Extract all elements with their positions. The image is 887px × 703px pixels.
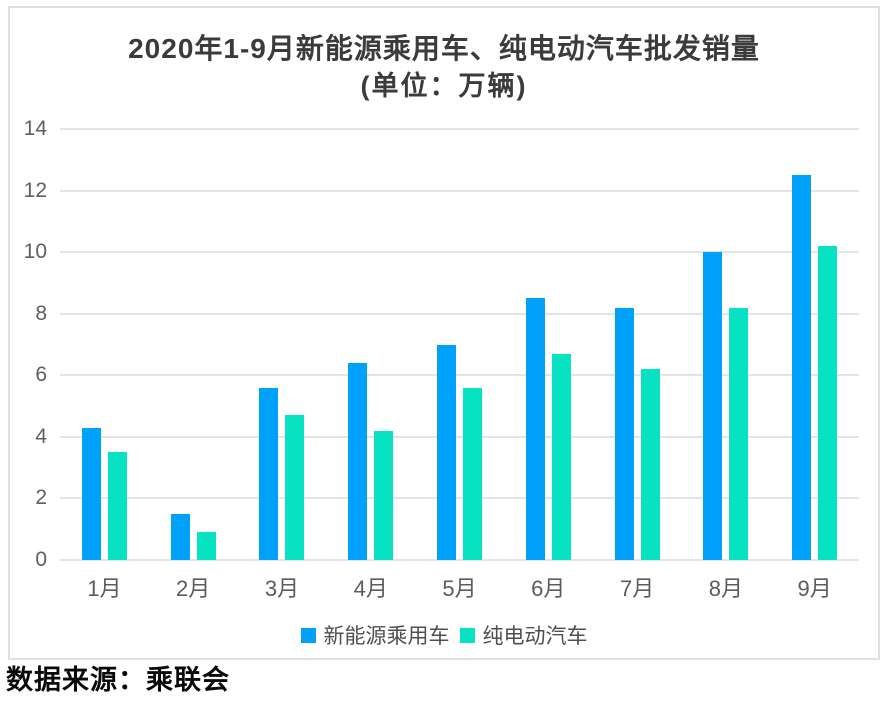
bar-series-1 — [640, 369, 660, 560]
bar-series-0 — [792, 175, 812, 560]
gridline — [60, 374, 859, 377]
gridline — [60, 189, 859, 192]
y-axis-label: 4 — [35, 424, 47, 448]
chart-subtitle: (单位：万辆) — [360, 71, 528, 101]
bar-group — [238, 129, 327, 560]
bar-series-1 — [374, 430, 394, 560]
y-axis-label: 0 — [35, 548, 47, 571]
x-axis-label: 8月 — [708, 576, 743, 601]
bar-groups — [60, 129, 859, 560]
plot-area: 1月 2月 3月 4月 5月 6月 7月 8月 9月 0 2 4 6 8 10 12 14 — [24, 117, 859, 601]
y-axis-label: 12 — [23, 178, 47, 202]
bar-series-0 — [259, 387, 279, 560]
legend-item: 新能源乘用车 — [300, 620, 450, 650]
x-axis-label: 3月 — [264, 576, 300, 601]
y-axis-label: 8 — [35, 301, 47, 325]
y-axis-label: 10 — [23, 240, 47, 264]
bar-group — [60, 129, 149, 560]
bar-group — [504, 129, 593, 560]
bar-series-0 — [81, 427, 101, 560]
bar-series-1 — [107, 452, 127, 560]
x-axis-label: 2月 — [176, 576, 211, 601]
bar-series-0 — [437, 344, 457, 560]
gridline — [60, 251, 859, 254]
bar-group — [326, 129, 415, 560]
gridline — [60, 559, 859, 561]
bar-group — [415, 129, 504, 560]
bar-series-1 — [551, 353, 571, 560]
x-axis-labels: 1月 2月 3月 4月 5月 6月 7月 8月 9月 — [60, 571, 859, 603]
gridline — [60, 312, 859, 315]
y-axis-label: 14 — [23, 117, 47, 140]
bar-series-1 — [729, 307, 749, 560]
bar-group — [770, 129, 859, 560]
bar-series-0 — [170, 513, 190, 560]
bar-group — [681, 129, 770, 560]
bar-series-0 — [348, 362, 368, 560]
bar-series-1 — [196, 532, 216, 560]
bar-series-1 — [818, 246, 838, 560]
bar-group — [593, 129, 682, 560]
bar-series-0 — [525, 298, 545, 560]
bar-series-0 — [703, 252, 723, 560]
x-axis-label: 9月 — [797, 576, 832, 601]
bar-series-1 — [463, 387, 483, 560]
gridline — [60, 128, 859, 130]
legend-item: 纯电动汽车 — [459, 620, 588, 650]
source-note: 数据来源：乘联会 — [6, 665, 230, 695]
gridline — [60, 497, 859, 500]
chart-card: 2020年1-9月新能源乘用车、纯电动汽车批发销量 (单位：万辆) 1月 2月 3月… — [8, 6, 880, 660]
x-axis-label: 4月 — [353, 576, 388, 601]
bar-series-1 — [285, 415, 305, 560]
x-axis-label: 7月 — [619, 576, 655, 601]
y-axis-label: 2 — [35, 486, 47, 510]
legend-label: 纯电动汽车 — [482, 625, 588, 648]
chart-title: 2020年1-9月新能源乘用车、纯电动汽车批发销量 — [128, 33, 760, 64]
x-axis-label: 5月 — [442, 576, 477, 601]
x-axis-label: 6月 — [531, 576, 566, 601]
legend-swatch-icon — [459, 627, 475, 643]
y-axis-label: 6 — [35, 363, 47, 387]
title-block: 2020年1-9月新能源乘用车、纯电动汽车批发销量 (单位：万辆) — [10, 30, 878, 104]
gridline — [60, 435, 859, 438]
legend: 新能源乘用车 纯电动汽车 — [10, 620, 878, 650]
bar-group — [149, 129, 238, 560]
bar-series-0 — [614, 307, 634, 560]
legend-label: 新能源乘用车 — [323, 625, 450, 648]
legend-swatch-icon — [300, 627, 316, 643]
x-axis-label: 1月 — [87, 576, 122, 601]
